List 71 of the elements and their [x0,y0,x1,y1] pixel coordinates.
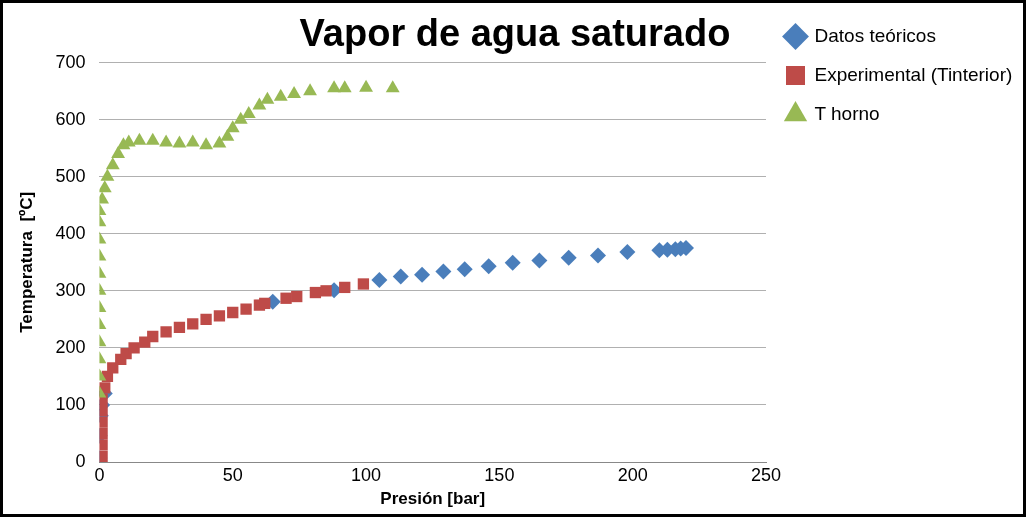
x-tick-label: 250 [750,464,782,485]
point [252,97,267,110]
chart-title: Vapor de agua saturado [299,12,731,55]
point [225,120,240,133]
legend-label: Experimental (Tinterior) [814,63,1013,85]
point [105,157,120,170]
x-tick-label: 200 [617,464,648,485]
point [320,285,332,297]
point [132,132,147,145]
y-tick-label: 100 [55,393,86,414]
point [303,83,317,96]
point [241,105,256,118]
y-tick-label: 400 [55,222,86,243]
point [147,330,159,343]
y-tick-label: 500 [55,165,86,186]
y-axis-title: Temperatura [ºC] [16,191,36,333]
x-tick-label: 150 [484,464,515,485]
x-tick-label: 50 [222,464,243,485]
point [480,258,497,275]
point [619,244,636,261]
point [504,254,521,271]
point [435,263,452,280]
legend-label: Datos teóricos [814,24,936,46]
point [240,303,252,315]
point [227,306,239,319]
y-tick-label: 200 [55,336,86,357]
point [213,310,226,322]
point [128,342,140,354]
y-tick-label: 600 [55,108,86,129]
x-axis-title: Presión [bar] [380,489,486,509]
point [531,252,548,269]
point [160,326,172,338]
point [99,180,112,193]
point [392,268,409,285]
y-tick-label: 300 [55,279,86,300]
point [107,362,119,374]
x-tick-label: 0 [94,464,105,485]
point [385,80,400,93]
point [159,134,174,147]
point [273,88,288,101]
point [220,128,235,141]
legend-label: T horno [814,102,880,124]
point [337,80,352,93]
point [560,249,577,266]
point [172,135,187,148]
point [357,278,370,290]
point [199,137,214,150]
point [233,111,248,124]
point [287,85,301,98]
point [145,132,160,145]
point [259,297,271,310]
point [111,145,126,158]
y-tick-label: 700 [55,51,86,72]
point [185,134,200,147]
point [212,135,227,148]
point [280,292,292,304]
y-tick-label: 0 [75,450,86,471]
point [359,79,373,92]
point [339,281,351,294]
point [173,321,186,333]
point [260,91,275,104]
point [371,271,388,288]
point [291,290,303,303]
point [590,247,607,264]
point [456,261,473,278]
point [200,313,212,326]
x-tick-label: 100 [351,464,382,485]
point [100,168,115,181]
point [327,80,341,93]
point [414,266,431,283]
point [187,318,199,330]
